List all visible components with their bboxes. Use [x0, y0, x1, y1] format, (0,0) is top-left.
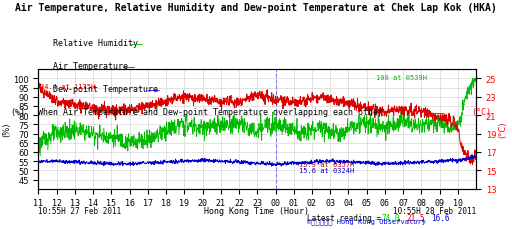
Text: 10:55H 27 Feb 2011: 10:55H 27 Feb 2011 [38, 206, 122, 215]
Text: ,: , [397, 213, 411, 222]
Text: ——: —— [123, 62, 135, 72]
Text: Air Temperature: Air Temperature [38, 62, 134, 71]
Text: Dew-point Temperature: Dew-point Temperature [38, 85, 163, 94]
Text: 74.0: 74.0 [381, 213, 400, 222]
Text: 10:55H 28 Feb 2011: 10:55H 28 Feb 2011 [393, 206, 476, 215]
Text: (°C): (°C) [471, 108, 491, 117]
Text: ©香港天文台 Hong Kong Observatory: ©香港天文台 Hong Kong Observatory [307, 218, 426, 224]
Text: 15.6 at 0324H: 15.6 at 0324H [299, 167, 354, 173]
Text: ,: , [421, 213, 435, 222]
Text: 24.4 at 1135H: 24.4 at 1135H [40, 84, 95, 90]
Y-axis label: (°C): (°C) [498, 121, 507, 138]
Text: Relative Humidity: Relative Humidity [38, 39, 143, 48]
Text: 100 at 0539H: 100 at 0539H [376, 75, 427, 81]
Text: ——: —— [433, 108, 444, 117]
Text: When Air Temperature and Dew-point Temperature overlapping each other: When Air Temperature and Dew-point Tempe… [38, 108, 389, 117]
Text: Hong Kong Time (Hour): Hong Kong Time (Hour) [203, 206, 309, 215]
Text: Air Temperature, Relative Humidity and Dew-point Temperature at Chek Lap Kok (HK: Air Temperature, Relative Humidity and D… [15, 3, 497, 14]
Y-axis label: (%): (%) [3, 122, 12, 137]
Text: 16.6: 16.6 [432, 213, 450, 222]
Text: 15.9 at 0357H: 15.9 at 0357H [299, 161, 354, 167]
Text: 21.5: 21.5 [406, 213, 424, 222]
Text: (%): (%) [10, 108, 25, 117]
Text: Latest reading =: Latest reading = [307, 213, 391, 222]
Text: ——: —— [148, 85, 160, 95]
Text: ——: —— [131, 39, 142, 49]
